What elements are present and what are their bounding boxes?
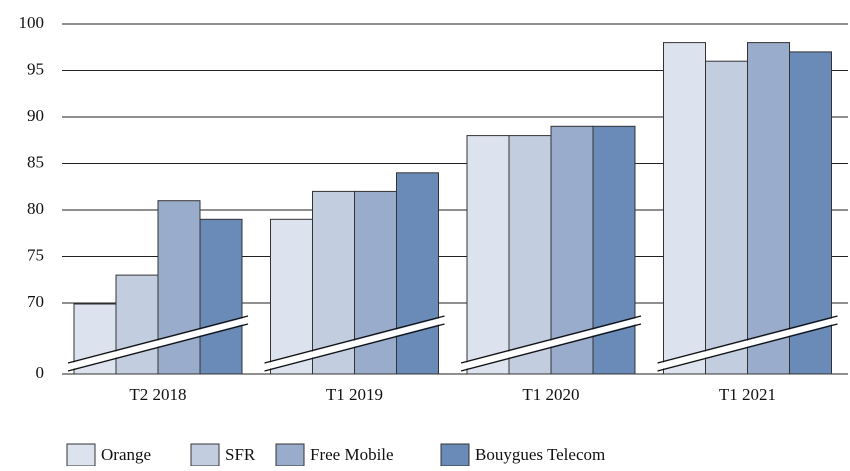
legend-label: Orange [101, 445, 151, 464]
legend-label: Bouygues Telecom [475, 445, 605, 464]
axis-break [67, 315, 249, 364]
y-tick-label: 95 [27, 59, 44, 78]
bar [466, 135, 510, 375]
axis-break-gap [264, 317, 445, 370]
legend-swatch [440, 443, 470, 467]
y-tick-label: 80 [27, 199, 44, 218]
axis-break [460, 315, 642, 364]
bar [789, 51, 832, 375]
y-tick-label: 0 [36, 363, 45, 382]
y-tick-label: 70 [27, 292, 44, 311]
bar [115, 274, 159, 375]
bar [396, 172, 439, 375]
axis-break-gap [461, 317, 641, 370]
bar [157, 200, 201, 375]
legend-swatch [190, 443, 220, 467]
y-tick-label: 75 [27, 245, 44, 264]
axis-break [264, 323, 445, 372]
y-tick-label: 90 [27, 106, 44, 125]
bar [270, 218, 313, 375]
axis-break-gap [68, 317, 248, 370]
axis-break [67, 323, 249, 372]
bar [508, 135, 552, 375]
bar [354, 190, 397, 375]
axis-break [657, 315, 838, 364]
x-tick-label: T1 2019 [326, 385, 383, 404]
x-tick-label: T2 2018 [129, 385, 186, 404]
legend-label: SFR [225, 445, 256, 464]
legend-label: Free Mobile [310, 445, 394, 464]
axis-break [657, 323, 838, 372]
bar [747, 42, 790, 375]
axis-break-gap [657, 317, 838, 370]
y-tick-label: 85 [27, 152, 44, 171]
y-tick-label: 100 [19, 13, 45, 32]
bar [592, 125, 636, 375]
axis-break [264, 315, 445, 364]
legend-swatch [66, 443, 96, 467]
x-tick-label: T1 2021 [719, 385, 776, 404]
axis-break [460, 323, 642, 372]
bar [663, 42, 706, 375]
x-tick-label: T1 2020 [522, 385, 579, 404]
bar [199, 218, 243, 375]
bar [705, 60, 748, 375]
legend-swatch [275, 443, 305, 467]
